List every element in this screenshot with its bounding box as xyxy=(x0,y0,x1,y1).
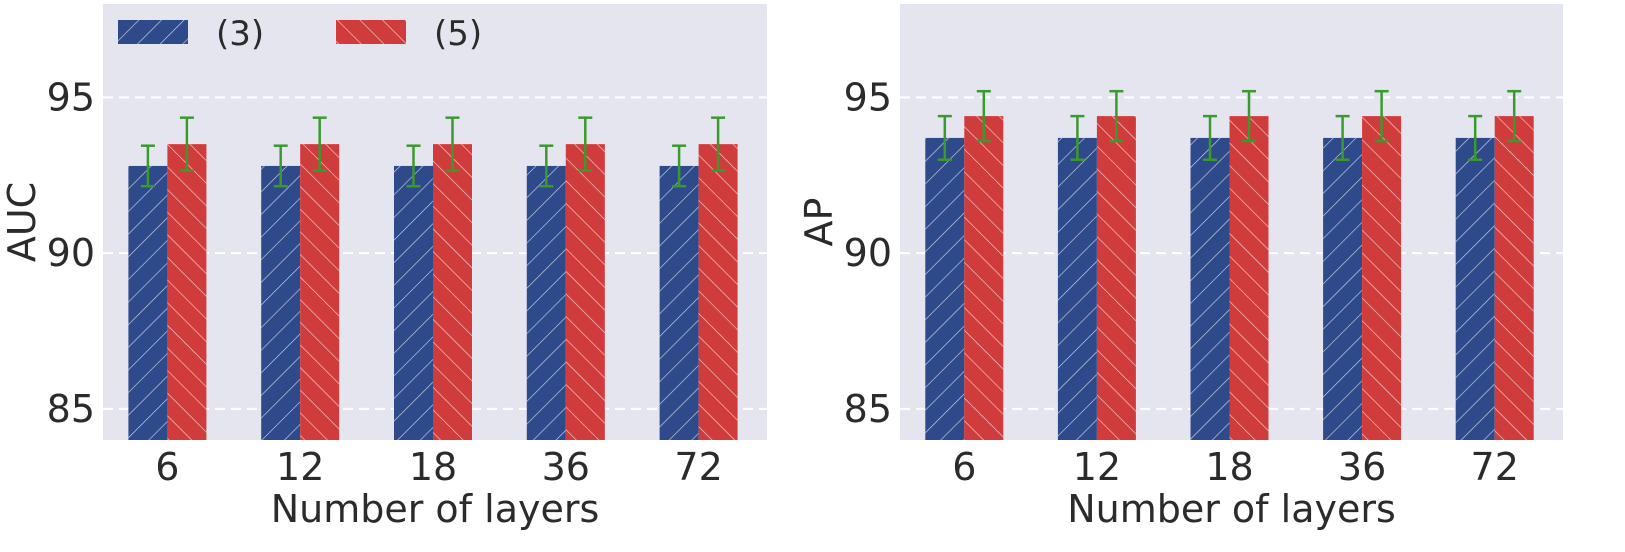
bars xyxy=(925,116,1534,440)
bar-hatch-series-1-36 xyxy=(565,144,605,440)
y-tick-label: 90 xyxy=(844,231,892,275)
y-axis-label: AUC xyxy=(0,182,44,262)
legend-swatch-series-3-hatch xyxy=(118,20,188,44)
bar-hatch-series-0-12 xyxy=(261,165,301,440)
y-tick-label: 85 xyxy=(844,387,892,431)
grid-lines xyxy=(103,96,767,410)
y-tick-label: 95 xyxy=(844,75,892,119)
bar-hatch-series-0-18 xyxy=(1190,137,1230,440)
bar-hatch-series-0-72 xyxy=(659,165,699,440)
error-bar-series-0-12 xyxy=(273,144,288,188)
x-tick-label: 36 xyxy=(542,445,590,489)
error-bar-series-1-18 xyxy=(445,116,460,172)
error-bar-series-0-36 xyxy=(539,144,554,188)
error-bar-series-1-12 xyxy=(312,116,327,172)
bar-hatch-series-1-72 xyxy=(698,144,738,440)
ap-panel: 85 90 95 6 12 18 36 72 Number of layers AP xyxy=(797,4,1563,531)
x-tick-label: 12 xyxy=(1073,445,1121,489)
bar-hatch-series-1-18 xyxy=(433,144,472,440)
bar-hatch-series-1-6 xyxy=(964,116,1004,440)
x-tick-label: 6 xyxy=(155,445,179,489)
bar-hatch-series-0-6 xyxy=(925,137,965,440)
auc-panel: 85 90 95 6 12 18 36 72 Number of layers AUC (3… xyxy=(0,4,767,531)
error-bar-series-1-36 xyxy=(1374,89,1389,143)
error-bar-series-1-72 xyxy=(1507,89,1522,143)
error-bar-series-1-6 xyxy=(179,116,194,172)
error-bar-series-1-36 xyxy=(578,116,593,172)
legend-swatch-series-5-hatch xyxy=(336,20,406,44)
x-tick-label: 36 xyxy=(1338,445,1386,489)
error-bar-series-0-18 xyxy=(406,144,421,188)
y-tick-label: 95 xyxy=(47,75,95,119)
x-tick-labels: 6 12 18 36 72 xyxy=(952,445,1519,489)
x-axis-label: Number of layers xyxy=(271,487,600,531)
bar-hatch-series-1-36 xyxy=(1362,116,1402,440)
y-axis-label: AP xyxy=(797,198,841,247)
x-tick-labels: 6 12 18 36 72 xyxy=(155,445,722,489)
x-tick-label: 18 xyxy=(409,445,457,489)
error-bar-series-1-12 xyxy=(1109,89,1124,143)
bar-hatch-series-1-6 xyxy=(167,144,207,440)
error-bar-series-1-72 xyxy=(711,116,726,172)
y-tick-labels: 85 90 95 xyxy=(47,75,95,430)
error-bar-series-0-6 xyxy=(140,144,155,188)
x-axis-label: Number of layers xyxy=(1067,487,1396,531)
bar-hatch-series-1-18 xyxy=(1229,116,1269,440)
y-tick-label: 90 xyxy=(47,231,95,275)
y-tick-labels: 85 90 95 xyxy=(844,75,892,430)
error-bars xyxy=(140,116,726,188)
legend-label-series-3: (3) xyxy=(216,14,264,54)
x-tick-label: 12 xyxy=(276,445,324,489)
error-bar-series-0-36 xyxy=(1335,114,1350,161)
x-tick-label: 18 xyxy=(1205,445,1253,489)
bar-hatch-series-0-36 xyxy=(526,165,566,440)
x-tick-label: 6 xyxy=(952,445,976,489)
x-tick-label: 72 xyxy=(674,445,722,489)
bar-hatch-series-0-18 xyxy=(394,165,433,440)
error-bar-series-0-18 xyxy=(1203,114,1217,161)
bar-hatch-series-0-36 xyxy=(1323,137,1363,440)
legend-label-series-5: (5) xyxy=(434,14,482,54)
bar-hatch-series-0-12 xyxy=(1057,137,1097,440)
legend: (3) (5) xyxy=(118,14,482,54)
bar-hatch-series-1-12 xyxy=(1096,116,1136,440)
error-bar-series-1-18 xyxy=(1242,89,1256,143)
x-tick-label: 72 xyxy=(1471,445,1519,489)
error-bars xyxy=(937,89,1522,161)
bar-hatch-series-1-72 xyxy=(1494,116,1534,440)
bar-hatch-series-0-6 xyxy=(128,165,168,440)
grid-lines xyxy=(900,96,1563,410)
y-tick-label: 85 xyxy=(47,387,95,431)
bar-hatch-series-0-72 xyxy=(1455,137,1495,440)
error-bar-series-1-6 xyxy=(976,89,991,143)
error-bar-series-0-6 xyxy=(937,114,952,161)
bar-hatch-series-1-12 xyxy=(300,144,340,440)
error-bar-series-0-72 xyxy=(672,144,687,188)
error-bar-series-0-72 xyxy=(1468,114,1483,161)
bars xyxy=(128,144,738,440)
error-bar-series-0-12 xyxy=(1070,114,1085,161)
